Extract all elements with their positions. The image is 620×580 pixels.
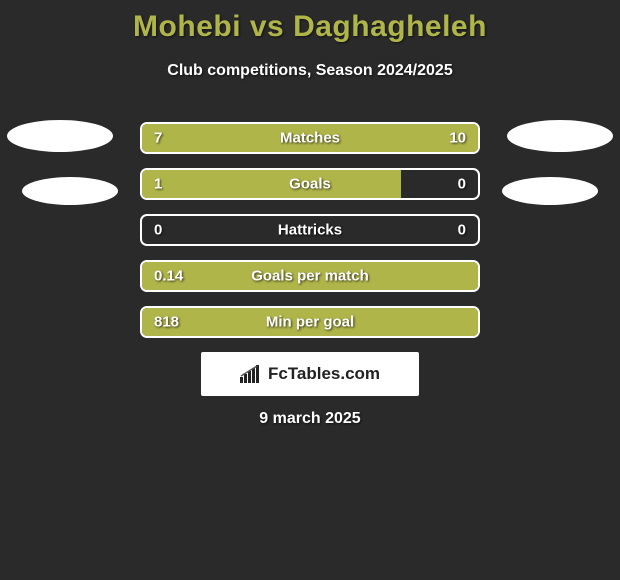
bar-chart-icon <box>240 365 262 383</box>
stats-infographic: Mohebi vs Daghagheleh Club competitions,… <box>0 0 620 580</box>
player-right-avatar-placeholder <box>507 120 613 152</box>
snapshot-date: 9 march 2025 <box>0 410 620 428</box>
stat-bar-hattricks: 0 Hattricks 0 <box>140 214 480 246</box>
stat-value-right: 0 <box>458 176 466 193</box>
brand-attribution: FcTables.com <box>201 352 419 396</box>
player-left-avatar-placeholder <box>7 120 113 152</box>
stat-value-right: 10 <box>449 130 466 147</box>
stat-bar-goals-per-match: 0.14 Goals per match <box>140 260 480 292</box>
brand-text: FcTables.com <box>268 364 380 384</box>
stat-value-left: 818 <box>154 314 179 331</box>
stat-value-right: 0 <box>458 222 466 239</box>
stat-bar-matches: 7 Matches 10 <box>140 122 480 154</box>
team-left-badge-placeholder <box>22 177 118 205</box>
bar-fill-left <box>142 170 401 198</box>
stat-value-left: 0.14 <box>154 268 183 285</box>
stat-label: Hattricks <box>278 222 342 239</box>
stat-label: Min per goal <box>266 314 354 331</box>
subtitle: Club competitions, Season 2024/2025 <box>0 62 620 80</box>
stat-bar-goals: 1 Goals 0 <box>140 168 480 200</box>
stat-label: Goals <box>289 176 331 193</box>
stat-value-left: 1 <box>154 176 162 193</box>
page-title: Mohebi vs Daghagheleh <box>0 0 620 44</box>
stat-label: Matches <box>280 130 340 147</box>
stat-label: Goals per match <box>251 268 369 285</box>
comparison-bars: 7 Matches 10 1 Goals 0 0 Hattricks 0 0.1… <box>140 122 480 352</box>
stat-value-left: 7 <box>154 130 162 147</box>
team-right-badge-placeholder <box>502 177 598 205</box>
stat-value-left: 0 <box>154 222 162 239</box>
stat-bar-min-per-goal: 818 Min per goal <box>140 306 480 338</box>
